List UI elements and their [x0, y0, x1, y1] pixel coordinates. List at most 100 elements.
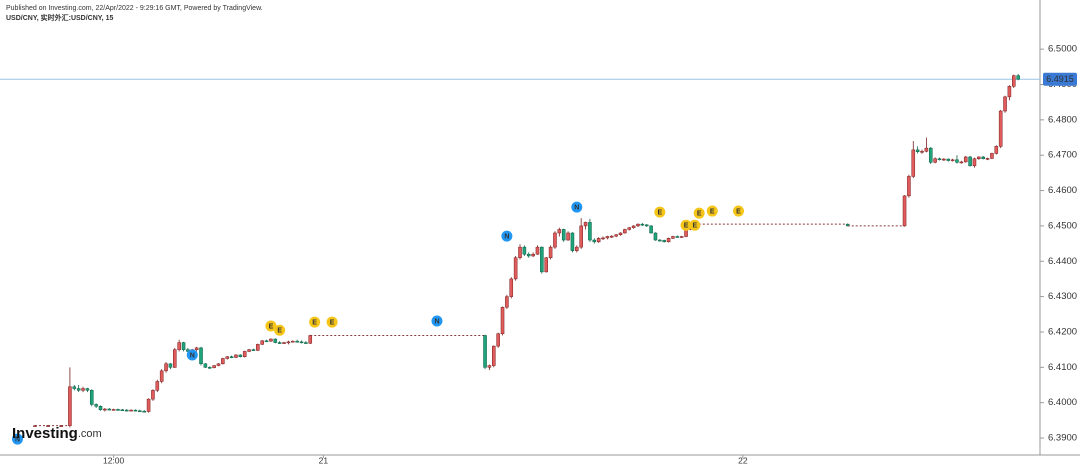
- y-tick-label: 6.3900: [1048, 433, 1077, 444]
- y-tick-label: 6.4300: [1048, 291, 1077, 302]
- event-marker: E: [693, 207, 705, 219]
- event-marker: E: [274, 324, 286, 336]
- candle-body: [509, 278, 514, 297]
- candle-body: [295, 340, 299, 343]
- candle-body: [928, 147, 933, 163]
- candle-body: [76, 388, 81, 391]
- candle-body: [273, 338, 278, 343]
- candle-body: [181, 342, 186, 350]
- y-tick-label: 6.4200: [1048, 326, 1077, 337]
- candle-body: [120, 409, 125, 411]
- candle-body: [207, 367, 212, 369]
- candle-body: [164, 363, 168, 372]
- candle-body: [640, 223, 645, 226]
- candle-body: [277, 342, 282, 344]
- x-tick-label: 21: [319, 455, 329, 465]
- candle-body: [282, 342, 286, 344]
- candle-body: [138, 410, 142, 413]
- candle-body: [251, 349, 256, 351]
- candle-body: [561, 229, 566, 241]
- candle-body: [203, 363, 208, 368]
- event-label: N: [504, 234, 509, 241]
- candle-body: [915, 149, 920, 152]
- event-label: E: [330, 319, 335, 326]
- event-dot: [501, 230, 513, 242]
- y-tick-label: 6.4000: [1048, 397, 1077, 408]
- candle-body: [168, 363, 173, 368]
- candle-body: [1016, 75, 1020, 80]
- event-dot: [680, 219, 692, 231]
- event-label: E: [312, 319, 317, 326]
- event-marker: E: [706, 205, 718, 217]
- event-marker: N: [571, 201, 583, 213]
- candle-body: [247, 349, 251, 352]
- candle-body: [920, 151, 924, 153]
- event-marker: N: [11, 433, 23, 445]
- candle-body: [566, 232, 570, 241]
- candle-body: [103, 408, 107, 411]
- candle-body: [649, 225, 653, 234]
- event-label: N: [434, 318, 439, 325]
- candle-body: [653, 232, 658, 241]
- candle-body: [111, 409, 116, 411]
- candle-body: [505, 296, 509, 308]
- candle-body: [85, 388, 90, 391]
- candle-body: [592, 239, 597, 243]
- candle-body: [902, 195, 907, 227]
- event-dot: [309, 316, 321, 328]
- event-marker: E: [309, 316, 321, 328]
- candle-body: [907, 176, 911, 197]
- candle-body: [238, 354, 243, 357]
- candle-body: [72, 386, 77, 389]
- candle-body: [98, 405, 103, 410]
- candle-body: [142, 410, 146, 413]
- event-marker: E: [680, 219, 692, 231]
- event-dot: [693, 207, 705, 219]
- x-tick-label: 12:00: [103, 455, 125, 465]
- candle-body: [627, 227, 632, 230]
- candle-body: [1012, 75, 1016, 87]
- candle-body: [933, 158, 937, 163]
- candle-body: [911, 149, 916, 177]
- event-marker: E: [732, 205, 744, 217]
- event-marker: E: [265, 320, 277, 332]
- candle-body: [535, 246, 540, 255]
- candle-body: [513, 257, 518, 280]
- event-marker: N: [431, 315, 443, 327]
- candle-body: [286, 341, 291, 344]
- candle-body: [981, 156, 985, 159]
- candle-body: [81, 388, 85, 391]
- candle-body: [124, 409, 129, 412]
- candle-body: [662, 240, 666, 243]
- candle-body: [177, 342, 181, 350]
- event-dot: [654, 206, 666, 218]
- event-label: E: [692, 223, 697, 230]
- x-tick-label: 22: [738, 455, 748, 465]
- candle-body: [94, 404, 98, 407]
- y-tick-label: 6.4800: [1048, 114, 1077, 125]
- event-dot: [265, 320, 277, 332]
- published-note: Published on Investing.com, 22/Apr/2022 …: [6, 5, 263, 12]
- logo-suffix: .com: [78, 428, 102, 440]
- candle-body: [679, 236, 684, 238]
- y-tick-label: 6.4500: [1048, 220, 1077, 231]
- event-dot: [326, 316, 338, 328]
- y-tick-label: 6.4600: [1048, 185, 1077, 196]
- candle-body: [526, 253, 531, 257]
- candle-body: [199, 347, 203, 365]
- logo-name: Investing: [12, 425, 78, 442]
- candle-body: [500, 306, 505, 334]
- candle-body: [146, 398, 151, 412]
- chart-title: USD/CNY, 实时外汇:USD/CNY, 15: [6, 13, 113, 22]
- candle-body: [242, 351, 247, 357]
- candle-body: [548, 246, 553, 258]
- last-price-box: [1043, 72, 1077, 86]
- candle-body: [256, 344, 260, 351]
- candle-body: [264, 340, 269, 343]
- candle-body: [304, 342, 308, 344]
- event-label: E: [697, 211, 702, 218]
- candle-body: [644, 224, 649, 227]
- y-tick-label: 6.5000: [1048, 44, 1077, 55]
